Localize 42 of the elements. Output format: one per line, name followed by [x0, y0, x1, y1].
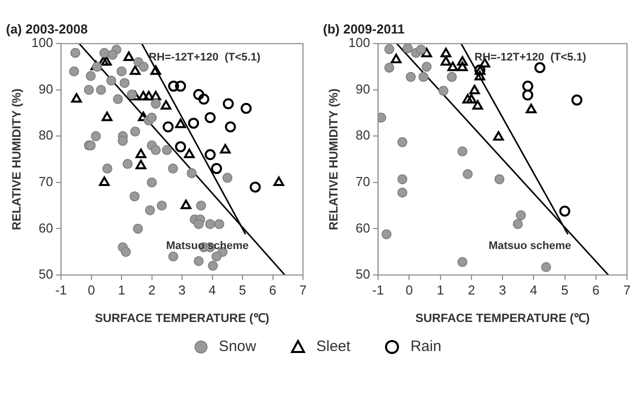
y-tick-label: 80 — [38, 128, 54, 143]
y-tick-label: 100 — [348, 35, 370, 50]
x-tick-label: 7 — [623, 282, 631, 298]
x-tick-label: 6 — [592, 282, 600, 298]
y-axis-title: RELATIVE HUMIDITY (%) — [326, 88, 341, 230]
x-tick-label: 2 — [468, 282, 476, 298]
annotation: RH=-12T+120 (T<5.1) — [474, 52, 586, 64]
legend-label: Rain — [410, 338, 442, 355]
y-tick-label: 50 — [38, 266, 54, 282]
annotation: RH=-12T+120 (T<5.1) — [148, 52, 261, 64]
x-tick-label: 0 — [88, 282, 95, 298]
x-tick-label: -1 — [372, 282, 384, 298]
legend-label: Snow — [218, 338, 256, 355]
x-tick-label: -1 — [55, 282, 67, 298]
x-tick-label: 3 — [498, 282, 506, 298]
x-axis-title: SURFACE TEMPERATURE (℃) — [415, 311, 590, 326]
x-tick-label: 1 — [118, 282, 126, 298]
x-tick-label: 4 — [530, 282, 538, 298]
x-tick-label: 6 — [269, 282, 276, 298]
x-tick-label: 4 — [208, 282, 216, 298]
x-tick-label: 7 — [299, 282, 307, 298]
y-tick-label: 70 — [356, 174, 370, 190]
y-tick-label: 60 — [38, 220, 54, 236]
x-tick-label: 5 — [238, 282, 246, 298]
x-tick-label: 5 — [561, 282, 568, 298]
x-tick-label: 3 — [178, 282, 186, 298]
y-tick-label: 50 — [356, 266, 370, 282]
legend-label: Sleet — [316, 338, 350, 355]
chart-title: (b) 2009-2011 — [323, 21, 405, 36]
x-axis-title: SURFACE TEMPERATURE (℃) — [94, 311, 270, 326]
y-tick-label: 80 — [356, 128, 370, 143]
y-tick-label: 70 — [38, 174, 54, 190]
chart-title: (a) 2003-2008 — [6, 21, 88, 36]
y-tick-label: 100 — [31, 35, 54, 50]
y-tick-label: 60 — [356, 220, 370, 236]
y-tick-label: 90 — [38, 81, 54, 96]
y-axis-title: RELATIVE HUMIDITY (%) — [10, 88, 24, 230]
y-tick-label: 90 — [356, 81, 370, 96]
x-tick-label: 0 — [406, 282, 413, 298]
x-tick-label: 2 — [148, 282, 156, 298]
annotation: Matsuo scheme — [488, 240, 572, 252]
x-tick-label: 1 — [436, 282, 444, 298]
